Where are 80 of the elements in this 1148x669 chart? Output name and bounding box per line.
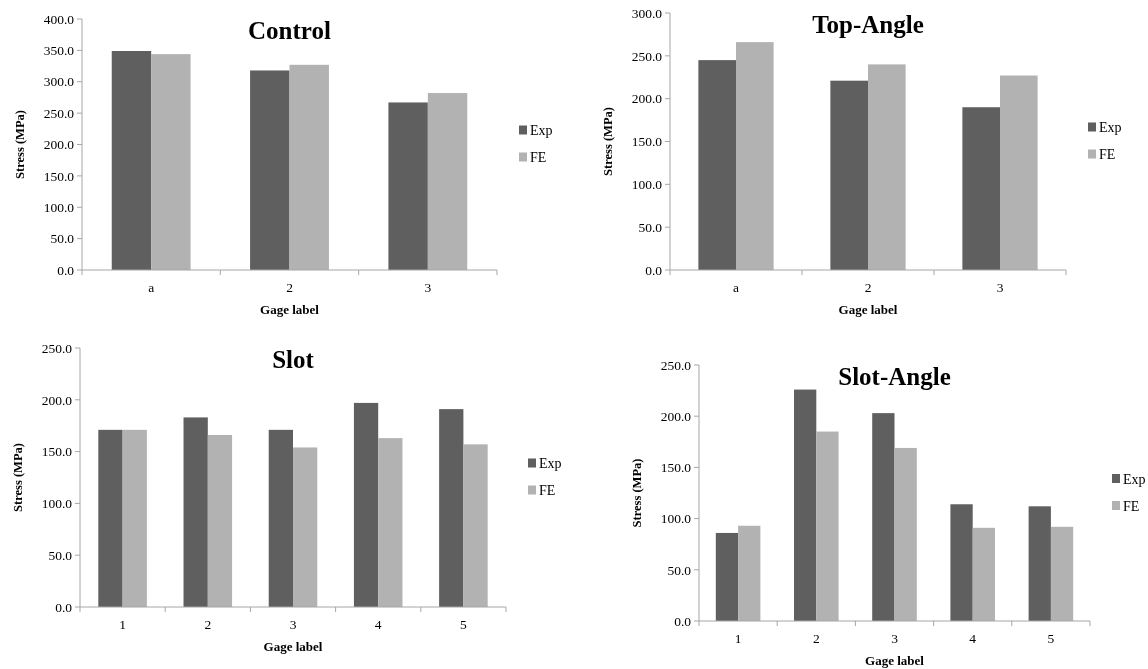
- y-tick-label: 250.0: [43, 105, 75, 121]
- x-tick-label: 5: [1047, 631, 1055, 646]
- y-axis-title: Stress (MPa): [601, 107, 615, 176]
- bar: [439, 409, 464, 607]
- legend-label: Exp: [1123, 471, 1146, 487]
- chart-title: Control: [248, 17, 331, 44]
- y-tick-label: 50.0: [667, 562, 692, 578]
- legend-label: FE: [530, 150, 547, 166]
- y-tick-label: 200.0: [41, 392, 73, 408]
- bar: [962, 107, 1000, 270]
- x-tick-label: 2: [204, 617, 212, 632]
- chart-title: Slot: [272, 346, 315, 373]
- y-tick-label: 200.0: [43, 137, 75, 153]
- x-tick-label: 4: [374, 617, 382, 632]
- chart-title: Top-Angle: [812, 11, 924, 38]
- y-axis-title: Stress (MPa): [11, 443, 25, 512]
- x-tick-label: 4: [969, 631, 977, 646]
- y-tick-label: 0.0: [645, 262, 663, 278]
- y-tick-label: 150.0: [660, 460, 692, 476]
- y-tick-label: 200.0: [660, 408, 692, 424]
- bar: [715, 532, 739, 621]
- y-axis-title: Stress (MPa): [13, 110, 27, 179]
- bar: [830, 80, 868, 270]
- bar: [388, 102, 428, 270]
- x-tick-label: 1: [734, 631, 742, 646]
- bar: [353, 402, 379, 607]
- y-tick-label: 0.0: [57, 262, 75, 278]
- x-tick-label: 3: [289, 617, 297, 632]
- y-tick-label: 50.0: [48, 547, 73, 563]
- y-tick-label: 300.0: [43, 74, 75, 90]
- y-tick-label: 100.0: [41, 496, 73, 512]
- legend-label: Exp: [530, 123, 553, 139]
- x-axis-title: Gage label: [838, 302, 898, 317]
- bar: [950, 504, 973, 621]
- x-tick-label: 2: [864, 280, 872, 295]
- bar: [250, 70, 290, 270]
- y-tick-label: 50.0: [50, 231, 75, 247]
- y-tick-label: 250.0: [41, 340, 73, 356]
- y-tick-label: 100.0: [631, 177, 663, 193]
- legend-label: Exp: [1099, 120, 1122, 136]
- x-tick-label: a: [148, 280, 155, 295]
- bar: [698, 60, 736, 270]
- y-tick-label: 150.0: [41, 444, 73, 460]
- legend-label: FE: [539, 483, 556, 499]
- x-tick-label: 3: [424, 280, 432, 295]
- y-tick-label: 200.0: [631, 91, 663, 107]
- x-axis-title: Gage label: [260, 302, 320, 317]
- x-tick-label: 3: [996, 280, 1004, 295]
- y-tick-label: 0.0: [55, 599, 73, 615]
- bar: [268, 429, 293, 607]
- legend-label: FE: [1099, 147, 1116, 163]
- x-tick-label: a: [733, 280, 739, 295]
- y-tick-label: 100.0: [43, 199, 75, 215]
- bar: [1028, 506, 1051, 621]
- bar: [98, 429, 123, 607]
- y-tick-label: 100.0: [660, 511, 692, 527]
- x-tick-label: 2: [812, 631, 820, 646]
- y-tick-label: 150.0: [631, 134, 663, 150]
- y-tick-label: 250.0: [631, 48, 663, 64]
- x-axis-title: Gage label: [263, 639, 323, 654]
- y-tick-label: 300.0: [631, 5, 663, 21]
- bar: [872, 413, 895, 621]
- y-tick-label: 0.0: [674, 613, 692, 629]
- chart-title: Slot-Angle: [838, 363, 951, 390]
- y-tick-label: 150.0: [43, 168, 75, 184]
- y-axis-title: Stress (MPa): [630, 458, 644, 528]
- y-tick-label: 250.0: [660, 357, 692, 373]
- x-tick-label: 5: [460, 617, 468, 632]
- bar: [111, 51, 152, 270]
- y-tick-label: 350.0: [43, 43, 75, 59]
- bar: [183, 417, 208, 607]
- y-tick-label: 400.0: [43, 11, 75, 27]
- x-tick-label: 2: [286, 280, 293, 295]
- legend-label: Exp: [539, 456, 562, 472]
- bar: [794, 389, 817, 621]
- legend-label: FE: [1123, 498, 1140, 514]
- y-tick-label: 50.0: [638, 219, 663, 235]
- x-tick-label: 1: [119, 617, 126, 632]
- x-tick-label: 3: [891, 631, 899, 646]
- x-axis-title: Gage label: [865, 653, 925, 668]
